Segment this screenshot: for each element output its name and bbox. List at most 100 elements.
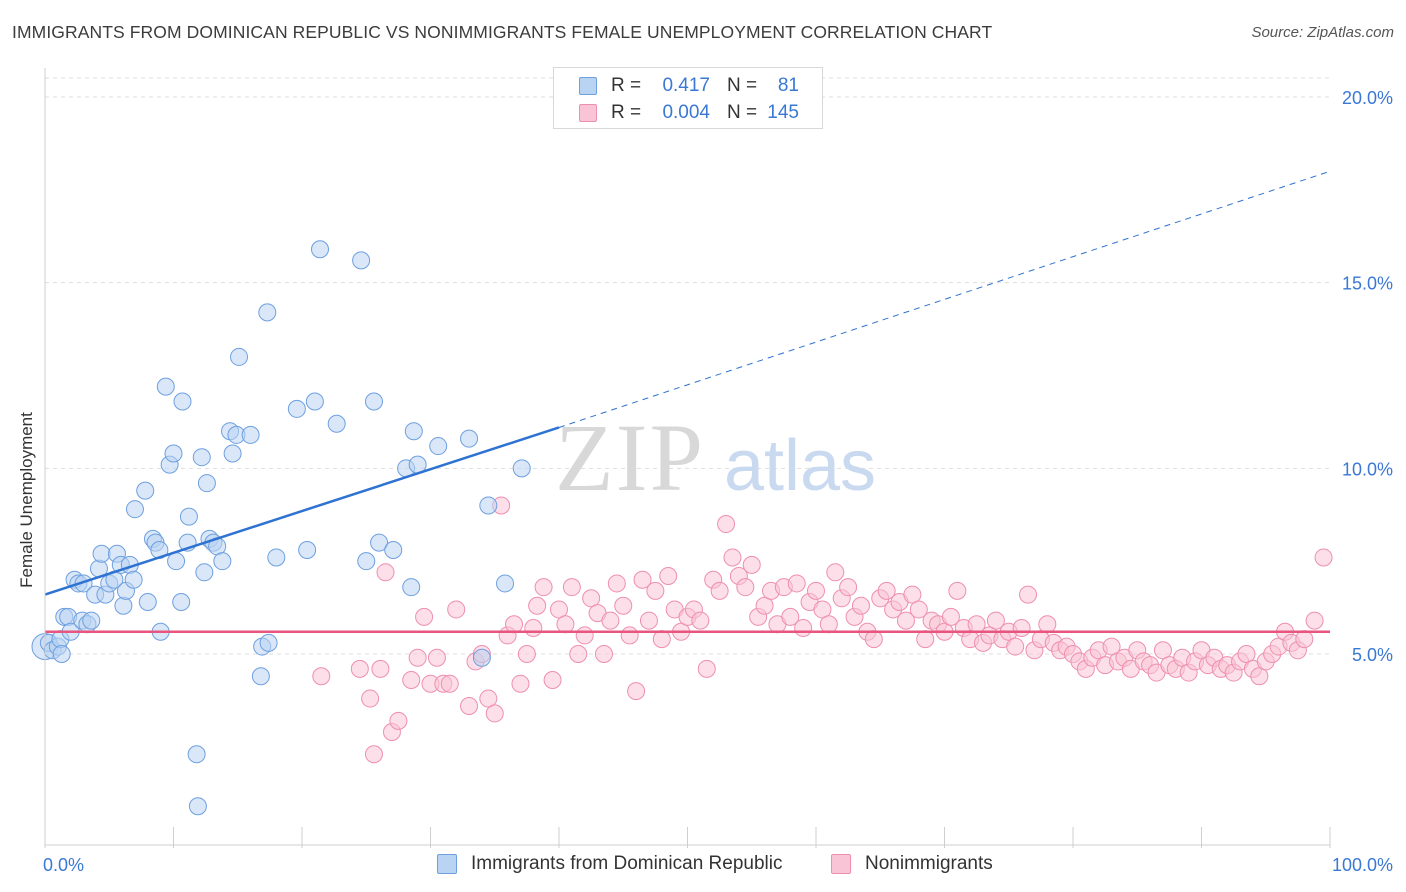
immigrants-point-63 <box>305 392 324 411</box>
immigrants-point-43 <box>188 797 207 816</box>
immigrants-point-39 <box>173 392 192 411</box>
watermark-atlas: atlas <box>724 426 876 506</box>
nonimmigrants-point-56 <box>717 515 736 534</box>
nonimmigrants-point-79 <box>864 630 883 649</box>
nonimmigrants-point-34 <box>575 626 594 645</box>
legend-swatch-immigrants <box>437 854 457 874</box>
immigrants-point-56 <box>251 667 270 686</box>
immigrants-point-67 <box>357 552 376 571</box>
immigrants-point-72 <box>402 578 421 597</box>
immigrants-trend-line <box>44 426 560 596</box>
immigrants-point-62 <box>298 541 317 560</box>
nonimmigrants-points <box>312 496 1333 764</box>
immigrants-point-23 <box>114 596 133 615</box>
nonimmigrants-point-52 <box>691 611 710 630</box>
stats-row-immigrants: R = 0.417 N = 81 <box>554 74 822 100</box>
nonimmigrants-point-67 <box>787 574 806 593</box>
immigrants-point-58 <box>258 303 277 322</box>
nonimmigrants-point-84 <box>896 611 915 630</box>
nonimmigrants-point-8 <box>402 670 421 689</box>
nonimmigrants-point-2 <box>361 689 380 708</box>
nonimmigrants-point-44 <box>639 611 658 630</box>
immigrants-point-29 <box>138 593 157 612</box>
nonimmigrants-point-43 <box>633 570 652 589</box>
immigrants-point-76 <box>460 429 479 448</box>
y-axis-label: Female Unemployment <box>12 400 42 600</box>
immigrants-point-55 <box>241 425 260 444</box>
nonimmigrants-point-62 <box>755 596 774 615</box>
nonimmigrants-point-5 <box>376 563 395 582</box>
y-axis-label-text: Female Unemployment <box>17 412 36 588</box>
immigrants-point-80 <box>512 459 531 478</box>
nonimmigrants-point-0 <box>312 667 331 686</box>
nonimmigrants-point-7 <box>389 711 408 730</box>
n-value: 81 <box>777 75 799 96</box>
immigrants-point-42 <box>187 745 206 764</box>
y-tick-label-2: 15.0% <box>1342 274 1393 294</box>
nonimmigrants-point-3 <box>364 745 383 764</box>
nonimmigrants-point-72 <box>819 615 838 634</box>
immigrants-point-45 <box>195 563 214 582</box>
tick-labels: 5.0% 10.0% 15.0% 20.0% 0.0% 100.0% <box>43 88 1393 875</box>
immigrants-point-52 <box>223 444 242 463</box>
nonimmigrants-point-1 <box>350 659 369 678</box>
immigrants-point-64 <box>310 240 329 259</box>
nonimmigrants-point-81 <box>877 581 896 600</box>
r-label: R = <box>611 102 642 123</box>
nonimmigrants-point-70 <box>807 581 825 600</box>
immigrants-point-36 <box>164 444 183 463</box>
y-tick-label-3: 20.0% <box>1342 88 1393 108</box>
nonimmigrants-point-139 <box>1250 667 1269 686</box>
watermark: ZIP atlas <box>555 404 876 511</box>
nonimmigrants-point-92 <box>948 581 967 600</box>
immigrants-point-61 <box>287 399 306 418</box>
nonimmigrants-point-32 <box>562 578 581 597</box>
nonimmigrants-point-41 <box>620 626 639 645</box>
nonimmigrants-point-33 <box>569 645 588 663</box>
immigrants-point-60 <box>267 548 286 567</box>
immigrants-point-78 <box>479 496 498 515</box>
immigrants-point-65 <box>327 414 346 433</box>
nonimmigrants-point-42 <box>627 682 646 701</box>
nonimmigrants-point-26 <box>524 619 543 638</box>
y-tick-label-0: 5.0% <box>1352 645 1393 665</box>
immigrants-points <box>31 240 531 816</box>
nonimmigrants-point-23 <box>505 615 524 634</box>
nonimmigrants-point-102 <box>1012 619 1031 638</box>
immigrants-trend-extension <box>558 170 1331 428</box>
nonimmigrants-point-40 <box>614 596 633 615</box>
nonimmigrants-point-60 <box>742 555 761 574</box>
immigrants-point-70 <box>384 541 403 560</box>
nonimmigrants-point-57 <box>723 548 742 567</box>
nonimmigrants-point-53 <box>697 659 716 678</box>
immigrants-point-26 <box>124 570 143 589</box>
immigrants-point-66 <box>352 251 371 270</box>
nonimmigrants-point-31 <box>556 615 575 634</box>
x-tick-label-0: 0.0% <box>43 855 84 875</box>
immigrants-point-75 <box>429 437 448 456</box>
legend-swatch-nonimmigrants <box>831 854 851 874</box>
x-tick-label-1: 100.0% <box>1332 855 1393 875</box>
stats-row-nonimmigrants: R = 0.004 N = 145 <box>554 101 822 127</box>
nonimmigrants-point-86 <box>909 600 928 619</box>
source-label: Source: ZipAtlas.com <box>1251 24 1394 41</box>
nonimmigrants-point-116 <box>1102 637 1121 656</box>
legend-label-immigrants: Immigrants from Dominican Republic <box>471 853 783 874</box>
immigrants-point-34 <box>156 377 175 396</box>
nonimmigrants-point-25 <box>517 645 536 663</box>
nonimmigrants-point-14 <box>440 674 459 693</box>
immigrants-point-28 <box>136 481 155 500</box>
nonimmigrants-point-66 <box>781 607 800 626</box>
watermark-zip: ZIP <box>555 404 705 511</box>
immigrants-point-73 <box>404 422 423 441</box>
grid-lines <box>45 77 1330 655</box>
nonimmigrants-point-124 <box>1153 641 1172 660</box>
immigrants-point-44 <box>192 448 211 467</box>
nonimmigrants-point-24 <box>511 674 530 693</box>
immigrants-point-69 <box>370 533 389 552</box>
nonimmigrants-point-46 <box>652 630 671 649</box>
nonimmigrants-point-19 <box>479 689 498 708</box>
n-label: N = <box>727 102 758 123</box>
immigrants-point-68 <box>364 392 383 411</box>
swatch-immigrants <box>579 77 597 95</box>
